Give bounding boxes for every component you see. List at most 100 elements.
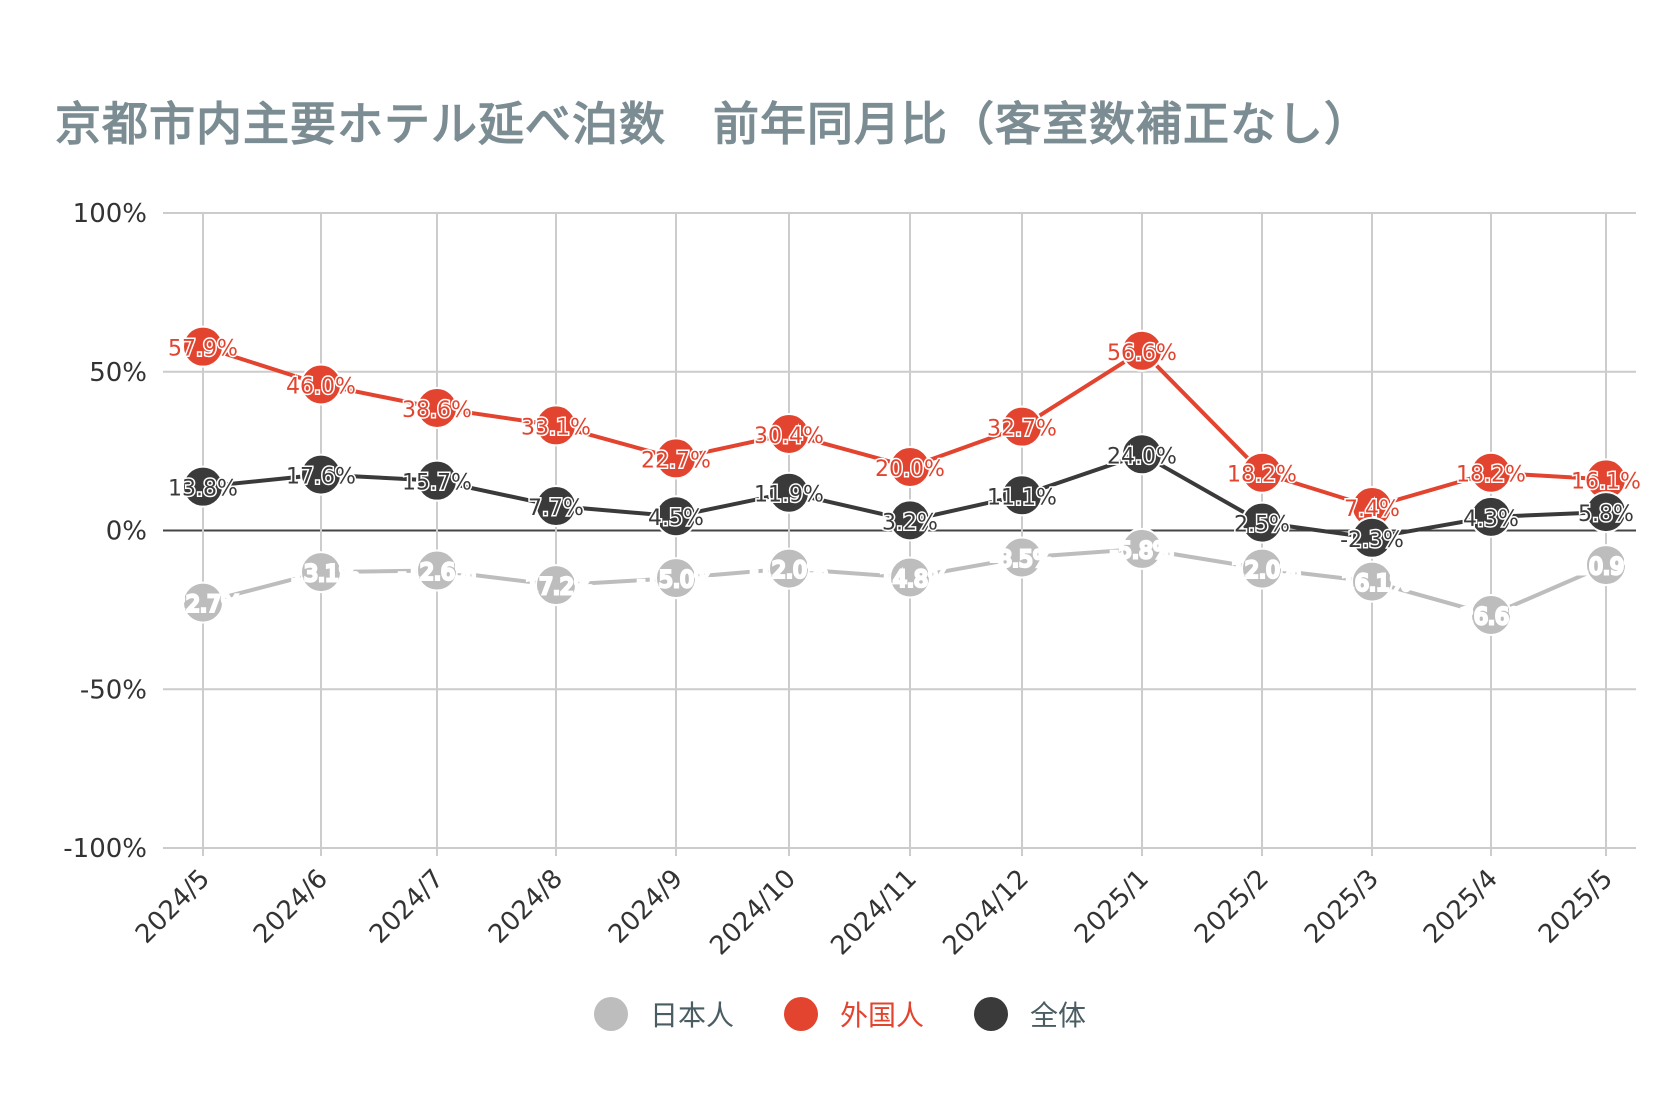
data-point — [1121, 329, 1163, 372]
x-tick-label: 2025/3 — [1299, 864, 1385, 950]
legend-swatch — [593, 997, 628, 1031]
x-axis-tick-labels: 2024/5 2024/6 2024/7 2024/8 2024/9 2024/10 202… — [130, 864, 1619, 962]
data-point — [889, 556, 931, 599]
x-tick-label: 2024/5 — [130, 864, 216, 950]
data-point — [1121, 433, 1163, 476]
data-label: -10.9% — [1567, 555, 1645, 580]
data-point — [416, 459, 458, 502]
data-label: -12.0% — [1223, 559, 1301, 584]
data-label: 22.7% — [641, 448, 711, 473]
legend-label: 全体 — [1030, 999, 1087, 1032]
data-label: -8.5% — [990, 547, 1054, 572]
data-label: 16.1% — [1571, 469, 1641, 494]
data-label: -26.6% — [1452, 605, 1530, 630]
x-tick-label: 2024/11 — [825, 864, 923, 962]
data-label: -12.6% — [398, 561, 476, 586]
x-tick-label: 2025/4 — [1418, 864, 1504, 950]
data-label: 18.2% — [1456, 463, 1526, 488]
data-label: 11.9% — [754, 483, 824, 508]
y-tick-label: -100% — [63, 834, 147, 864]
x-tick-label: 2024/7 — [364, 864, 450, 950]
data-point — [1121, 527, 1163, 570]
x-tick-label: 2024/8 — [483, 864, 569, 950]
data-label: 5.8% — [1578, 502, 1634, 527]
data-point — [655, 557, 697, 600]
data-point — [655, 437, 697, 480]
series-1: -22.7% -13.1% -12.6% -17.2% -15.0% -12.0% -14.… — [163, 527, 1646, 636]
data-point — [1001, 474, 1043, 517]
data-label: 20.0% — [875, 457, 945, 482]
data-label: -15.0% — [637, 568, 715, 593]
legend-label: 日本人 — [649, 999, 734, 1032]
legend-item[interactable]: 日本人 — [593, 994, 734, 1034]
data-label: 17.6% — [286, 465, 356, 490]
data-label: -13.1% — [282, 562, 360, 587]
data-label: 46.0% — [286, 374, 356, 399]
data-point — [535, 485, 577, 528]
data-label: 4.5% — [648, 506, 704, 531]
data-point — [535, 404, 577, 447]
data-point — [182, 465, 224, 508]
legend-label: 外国人 — [839, 999, 924, 1032]
legend-item[interactable]: 外国人 — [783, 994, 924, 1034]
data-label: -17.2% — [517, 575, 595, 600]
legend-item[interactable]: 全体 — [974, 994, 1086, 1034]
x-tick-label: 2024/6 — [248, 864, 334, 950]
data-label: -2.3% — [1340, 528, 1404, 553]
data-label: -5.8% — [1110, 539, 1174, 564]
data-point — [416, 549, 458, 592]
data-point — [1470, 495, 1512, 538]
data-label: 7.7% — [528, 496, 584, 521]
data-label: 3.2% — [882, 510, 938, 535]
data-label: 24.0% — [1107, 444, 1177, 469]
legend-swatch — [974, 997, 1008, 1031]
x-tick-label: 2024/12 — [937, 864, 1035, 962]
data-point — [416, 386, 458, 429]
y-tick-label: 100% — [73, 199, 147, 229]
data-label: 4.3% — [1463, 507, 1519, 532]
data-point — [300, 363, 342, 406]
data-point — [1001, 405, 1043, 448]
x-tick-label: 2025/2 — [1189, 864, 1275, 950]
data-label: 57.9% — [168, 337, 238, 362]
data-label: -16.1% — [1333, 572, 1411, 597]
data-point — [182, 581, 224, 624]
data-label: -14.8% — [871, 567, 949, 592]
y-tick-label: 0% — [106, 517, 147, 547]
data-point — [1470, 451, 1512, 494]
data-point — [768, 471, 810, 514]
data-label: 11.1% — [987, 485, 1057, 510]
data-point — [889, 499, 931, 542]
series-2: 57.9% 46.0% 38.6% 33.1% 22.7% 30.4% 20.0% 32.7%… — [167, 325, 1642, 529]
data-label: -22.7% — [164, 593, 242, 618]
chart-legend: 日本人 外国人 全体 — [0, 994, 1680, 1034]
legend-swatch — [783, 997, 818, 1031]
data-label: 2.5% — [1234, 513, 1290, 538]
data-label: 18.2% — [1227, 463, 1297, 488]
x-tick-label: 2024/9 — [603, 864, 689, 950]
data-label: 33.1% — [521, 415, 591, 440]
data-point — [1585, 544, 1627, 587]
chart-title: 京都市内主要ホテル延べ泊数 前年同月比（客室数補正なし） — [55, 97, 1371, 151]
x-tick-label: 2025/1 — [1069, 864, 1155, 950]
data-point — [768, 412, 810, 455]
data-point — [1241, 501, 1283, 544]
x-tick-label: 2024/10 — [704, 864, 802, 962]
data-point — [1585, 491, 1627, 534]
data-point — [655, 495, 697, 538]
data-label: -12.0% — [750, 559, 828, 584]
data-point — [300, 551, 342, 594]
data-label: 13.8% — [168, 477, 238, 502]
data-point — [1001, 536, 1043, 579]
x-tick-label: 2025/5 — [1533, 864, 1619, 950]
data-point — [182, 325, 224, 368]
data-label: 56.6% — [1107, 341, 1177, 366]
data-label: 30.4% — [754, 424, 824, 449]
y-tick-label: 50% — [89, 358, 147, 388]
data-point — [1241, 547, 1283, 590]
series-lines: -22.7% -13.1% -12.6% -17.2% -15.0% -12.0% -14.… — [163, 325, 1646, 636]
data-point — [1241, 451, 1283, 494]
data-point — [1351, 516, 1393, 559]
series-3: 13.8% 17.6% 15.7% 7.7% 4.5% 11.9% 3.2% 11.1% 24.… — [167, 433, 1635, 559]
data-label: 32.7% — [987, 417, 1057, 442]
